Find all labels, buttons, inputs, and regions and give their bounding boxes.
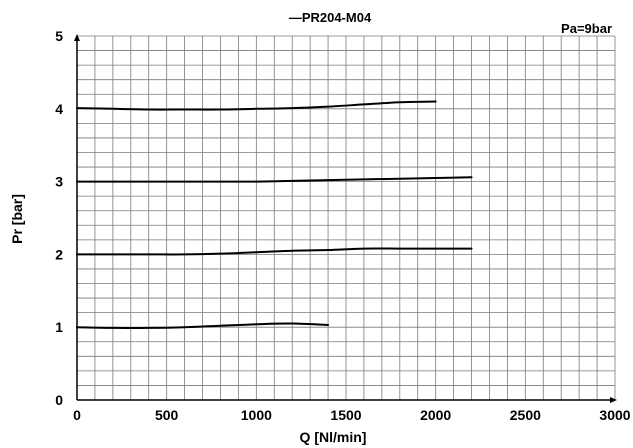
y-axis-arrow (74, 34, 80, 41)
y-tick-label: 5 (55, 28, 63, 44)
x-tick-label: 500 (155, 407, 179, 423)
x-tick-label: 3000 (599, 407, 630, 423)
y-tick-label: 1 (55, 319, 63, 335)
chart-title: —PR204-M04 (289, 10, 372, 25)
supply-pressure-annotation: Pa=9bar (561, 21, 612, 36)
x-axis-arrow (610, 397, 617, 403)
x-tick-label: 2500 (510, 407, 541, 423)
series-line-4 (76, 100, 437, 111)
series-group (76, 100, 473, 330)
chart-title-text: PR204-M04 (302, 10, 372, 25)
legend-line-glyph: — (289, 10, 302, 25)
x-tick-label: 0 (73, 407, 81, 423)
y-tick-label: 0 (55, 392, 63, 408)
series-line-1 (76, 322, 330, 330)
x-tick-label: 1000 (241, 407, 272, 423)
x-axis-title: Q [Nl/min] (300, 429, 367, 445)
grid (76, 35, 616, 401)
series-line-2 (76, 247, 473, 256)
axes (74, 34, 617, 403)
y-axis-title: Pr [bar] (9, 194, 25, 244)
x-tick-label: 1500 (330, 407, 361, 423)
series-line-3 (76, 176, 473, 183)
tick-labels: 0 500 1000 1500 2000 2500 3000 0 1 2 3 4 5 (55, 28, 631, 423)
y-tick-label: 4 (55, 101, 63, 117)
y-tick-label: 3 (55, 174, 63, 190)
x-tick-label: 2000 (420, 407, 451, 423)
y-tick-label: 2 (55, 246, 63, 262)
